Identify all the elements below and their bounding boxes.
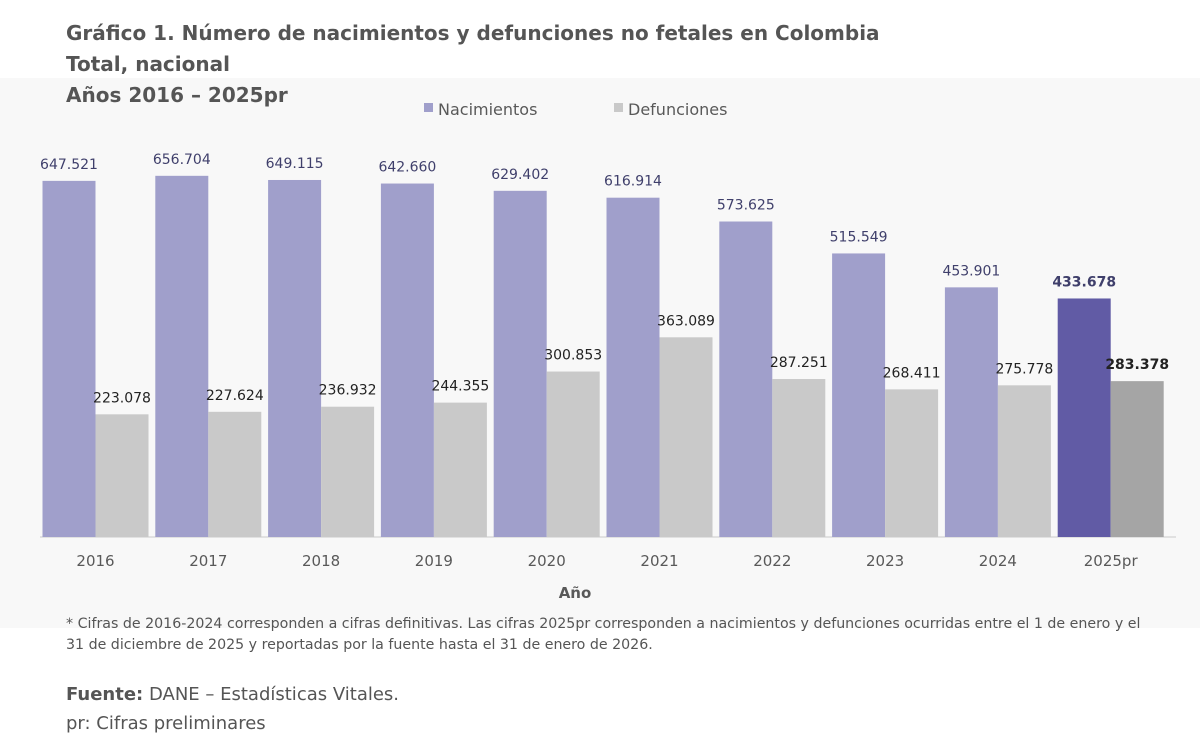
bar-nacimientos-2021 — [606, 197, 660, 537]
data-label-defunciones-2017: 227.624 — [206, 388, 264, 404]
bar-defunciones-2025pr — [1110, 381, 1164, 537]
bar-nacimientos-2016 — [42, 180, 96, 537]
x-tick-label-2018: 2018 — [302, 552, 340, 570]
bar-nacimientos-2025pr — [1057, 298, 1111, 537]
bar-defunciones-2023 — [885, 389, 939, 537]
x-tick-label-2019: 2019 — [415, 552, 453, 570]
data-label-nacimientos-2021: 616.914 — [604, 174, 662, 190]
bar-defunciones-2021 — [659, 337, 713, 537]
bar-nacimientos-2019 — [380, 183, 434, 538]
x-tick-label-2025pr: 2025pr — [1084, 552, 1139, 570]
x-tick-label-2021: 2021 — [640, 552, 678, 570]
bar-nacimientos-2023 — [832, 253, 886, 537]
data-label-nacimientos-2020: 629.402 — [491, 167, 549, 183]
source-text: DANE – Estadísticas Vitales. — [143, 684, 400, 705]
source-block: Fuente: DANE – Estadísticas Vitales. pr:… — [66, 680, 399, 738]
preliminary-note: pr: Cifras preliminares — [66, 713, 266, 734]
bar-defunciones-2017 — [208, 411, 262, 537]
data-label-defunciones-2020: 300.853 — [544, 348, 602, 364]
legend-label-defunciones: Defunciones — [628, 100, 727, 119]
source-line: Fuente: DANE – Estadísticas Vitales. — [66, 680, 399, 709]
data-label-defunciones-2025pr: 283.378 — [1105, 357, 1169, 373]
footnote: * Cifras de 2016-2024 corresponden a cif… — [66, 616, 1141, 653]
data-label-defunciones-2022: 287.251 — [770, 355, 828, 371]
bar-nacimientos-2020 — [493, 190, 547, 537]
bar-nacimientos-2018 — [268, 179, 322, 537]
bar-defunciones-2016 — [95, 414, 149, 537]
bar-defunciones-2019 — [433, 402, 487, 537]
x-tick-label-2020: 2020 — [528, 552, 566, 570]
x-axis-title: Año — [559, 584, 592, 602]
x-tick-label-2016: 2016 — [76, 552, 114, 570]
data-label-defunciones-2023: 268.411 — [883, 365, 941, 381]
data-label-defunciones-2019: 244.355 — [431, 379, 489, 395]
data-label-nacimientos-2024: 453.901 — [942, 263, 1000, 279]
bar-defunciones-2020 — [546, 371, 600, 537]
data-label-nacimientos-2025pr: 433.678 — [1052, 274, 1116, 290]
chart-title: Gráfico 1. Número de nacimientos y defun… — [66, 18, 880, 111]
data-label-nacimientos-2022: 573.625 — [717, 198, 775, 214]
data-label-nacimientos-2018: 649.115 — [266, 156, 324, 172]
x-tick-label-2022: 2022 — [753, 552, 791, 570]
data-label-nacimientos-2019: 642.660 — [378, 160, 436, 176]
legend-label-nacimientos: Nacimientos — [438, 100, 537, 119]
legend-swatch-nacimientos — [424, 103, 433, 112]
bar-defunciones-2024 — [997, 385, 1051, 537]
data-label-defunciones-2021: 363.089 — [657, 313, 715, 329]
data-label-nacimientos-2017: 656.704 — [153, 152, 211, 168]
legend-swatch-defunciones — [614, 103, 623, 112]
bar-defunciones-2018 — [321, 406, 375, 537]
source-label: Fuente: — [66, 684, 144, 705]
chart-title-line3: Años 2016 – 2025pr — [66, 83, 288, 107]
x-tick-label-2023: 2023 — [866, 552, 904, 570]
chart-title-line2: Total, nacional — [66, 52, 230, 76]
data-label-nacimientos-2016: 647.521 — [40, 157, 98, 173]
bar-nacimientos-2024 — [944, 287, 998, 537]
data-label-defunciones-2016: 223.078 — [93, 390, 151, 406]
x-tick-label-2024: 2024 — [979, 552, 1017, 570]
bar-nacimientos-2017 — [155, 175, 209, 537]
bar-defunciones-2022 — [772, 379, 826, 537]
x-tick-label-2017: 2017 — [189, 552, 227, 570]
chart-title-line1: Gráfico 1. Número de nacimientos y defun… — [66, 21, 880, 45]
data-label-nacimientos-2023: 515.549 — [830, 229, 888, 245]
bar-nacimientos-2022 — [719, 221, 773, 537]
data-label-defunciones-2024: 275.778 — [995, 361, 1053, 377]
data-label-defunciones-2018: 236.932 — [319, 383, 377, 399]
